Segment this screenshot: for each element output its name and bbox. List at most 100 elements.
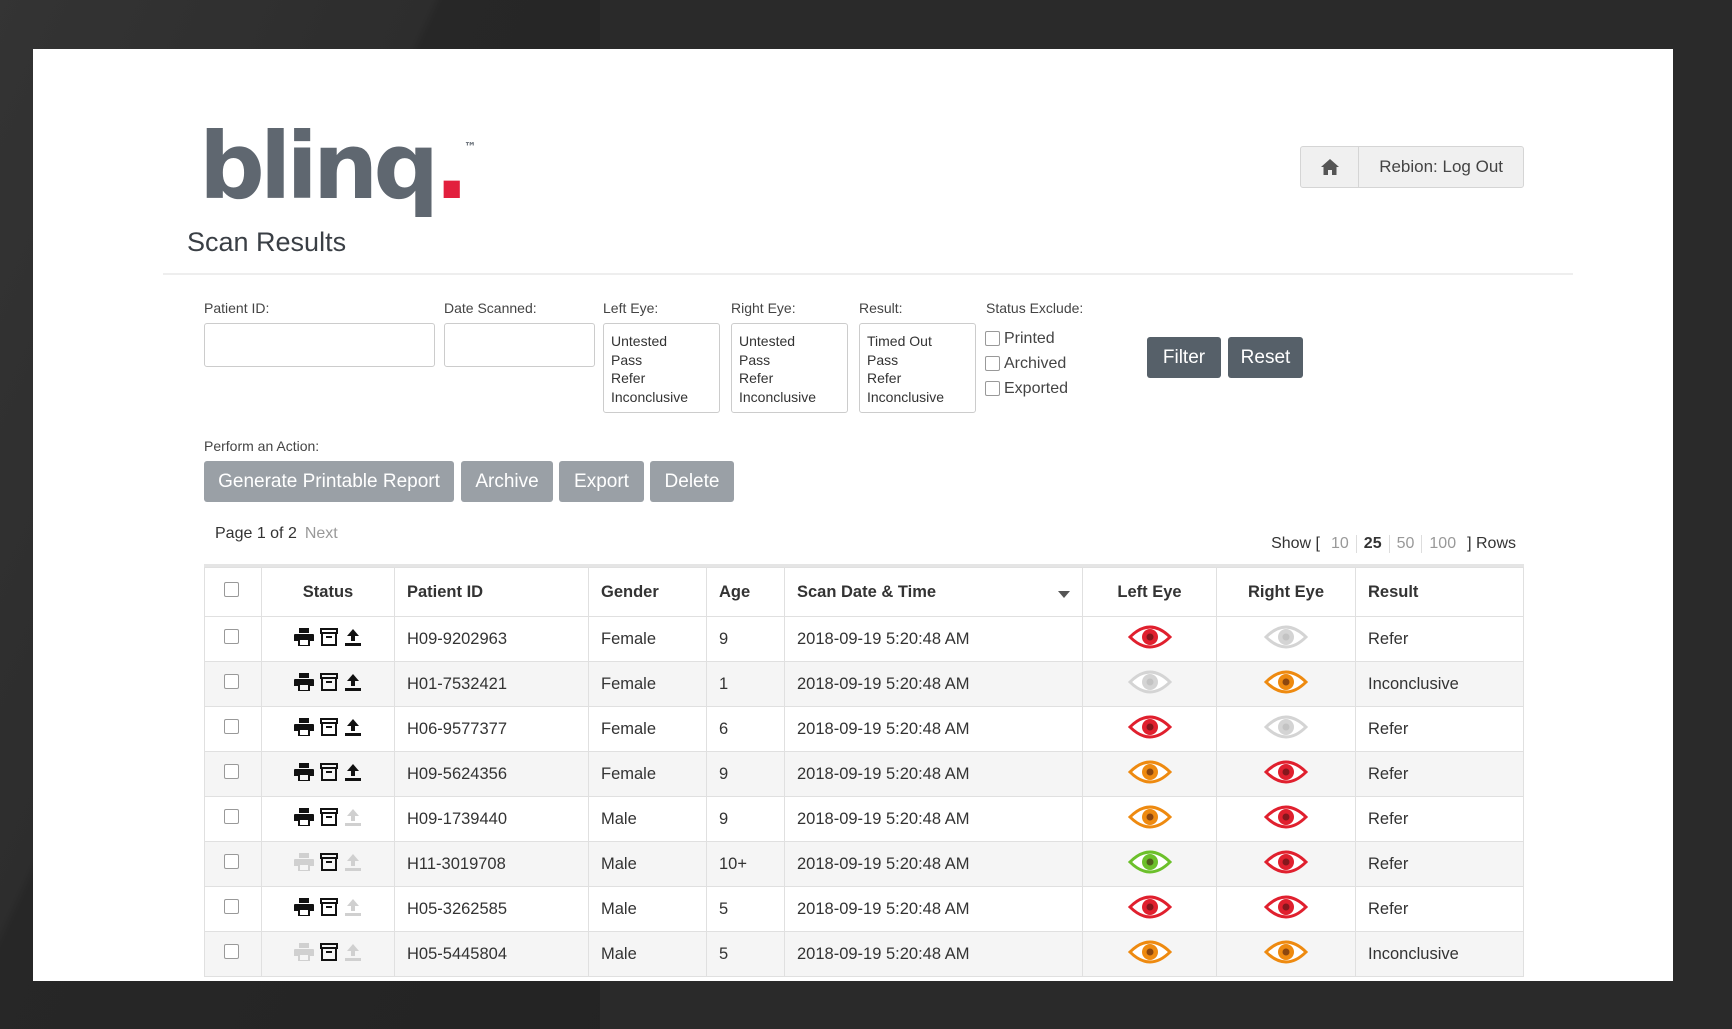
eye-inconclusive-icon — [1264, 670, 1308, 693]
result-option[interactable]: Timed Out — [867, 333, 932, 349]
reset-button[interactable]: Reset — [1228, 337, 1303, 378]
status-exclude-label: Status Exclude: — [986, 300, 1084, 316]
date-scanned-input[interactable] — [444, 323, 595, 367]
row-checkbox[interactable] — [223, 854, 239, 869]
row-checkbox[interactable] — [223, 809, 239, 824]
exclude-printed[interactable]: Printed — [985, 326, 1068, 351]
patient-id-input[interactable] — [204, 323, 435, 367]
table-row[interactable]: H05-5445804 Male 5 2018-09-19 5:20:48 AM… — [204, 931, 1524, 977]
filter-button[interactable]: Filter — [1147, 337, 1221, 378]
exclude-printed-checkbox[interactable] — [985, 331, 1000, 346]
row-checkbox[interactable] — [223, 674, 239, 689]
right-eye-option[interactable]: Refer — [739, 370, 774, 386]
row-select-cell — [204, 751, 262, 797]
left-eye-option[interactable]: Pass — [611, 351, 643, 368]
patient-id-cell[interactable]: H06-9577377 — [394, 706, 589, 752]
left-eye-cell — [1082, 796, 1217, 842]
row-checkbox[interactable] — [223, 899, 239, 914]
status-exclude-group: Printed Archived Exported — [985, 326, 1068, 401]
right-eye-option[interactable]: Pass — [739, 351, 771, 368]
patient-id-cell[interactable]: H11-3019708 — [394, 841, 589, 887]
eye-untested-icon — [1127, 670, 1172, 693]
table-row[interactable]: H11-3019708 Male 10+ 2018-09-19 5:20:48 … — [204, 841, 1524, 887]
left-eye-header[interactable]: Left Eye — [1082, 567, 1217, 617]
result-option[interactable]: Pass — [867, 351, 899, 368]
age-header[interactable]: Age — [706, 567, 785, 617]
rows-option-10[interactable]: 10 — [1324, 535, 1357, 553]
result-option[interactable]: Refer — [867, 370, 902, 386]
patient-id-cell[interactable]: H09-1739440 — [394, 796, 589, 842]
printer-icon — [294, 717, 314, 736]
scan-date-header[interactable]: Scan Date & Time — [784, 567, 1083, 617]
patient-id-cell[interactable]: H01-7532421 — [394, 661, 589, 707]
right-eye-cell — [1216, 886, 1356, 932]
select-all-checkbox[interactable] — [223, 582, 239, 597]
right-eye-option[interactable]: Inconclusive — [739, 388, 817, 405]
row-checkbox[interactable] — [223, 944, 239, 959]
patient-id-cell[interactable]: H09-9202963 — [394, 616, 589, 662]
result-cell: Inconclusive — [1355, 661, 1524, 707]
status-header[interactable]: Status — [261, 567, 395, 617]
age-cell: 1 — [706, 661, 785, 707]
patient-id-header[interactable]: Patient ID — [394, 567, 589, 617]
rows-option-25[interactable]: 25 — [1357, 535, 1390, 553]
age-cell: 6 — [706, 706, 785, 752]
right-eye-option[interactable]: Untested — [739, 333, 796, 349]
archive-icon — [320, 627, 338, 646]
archive-button[interactable]: Archive — [461, 461, 553, 502]
printer-icon — [294, 627, 314, 646]
next-page-link[interactable]: Next — [304, 525, 338, 542]
blinq-logo: blinq.™ — [199, 113, 477, 220]
table-row[interactable]: H09-5624356 Female 9 2018-09-19 5:20:48 … — [204, 751, 1524, 797]
upload-icon — [345, 763, 361, 781]
table-row[interactable]: H05-3262585 Male 5 2018-09-19 5:20:48 AM… — [204, 886, 1524, 932]
right-eye-cell — [1216, 616, 1356, 662]
right-eye-select[interactable]: Untested Pass Refer Inconclusive — [731, 323, 848, 413]
exclude-exported[interactable]: Exported — [985, 376, 1068, 401]
archive-icon — [320, 807, 338, 826]
left-eye-option[interactable]: Untested — [611, 333, 668, 349]
left-eye-select[interactable]: Untested Pass Refer Inconclusive — [603, 323, 720, 413]
exclude-archived[interactable]: Archived — [985, 351, 1068, 376]
age-cell: 9 — [706, 751, 785, 797]
eye-refer-icon — [1127, 895, 1172, 918]
row-checkbox[interactable] — [223, 764, 239, 779]
gender-cell: Male — [588, 886, 707, 932]
upload-icon — [345, 943, 361, 961]
export-button[interactable]: Export — [559, 461, 644, 502]
age-cell: 9 — [706, 796, 785, 842]
patient-id-cell[interactable]: H05-3262585 — [394, 886, 589, 932]
patient-id-cell[interactable]: H05-5445804 — [394, 931, 589, 977]
exclude-archived-checkbox[interactable] — [985, 356, 1000, 371]
gender-cell: Male — [588, 931, 707, 977]
row-checkbox[interactable] — [223, 719, 239, 734]
generate-report-button[interactable]: Generate Printable Report — [204, 461, 454, 502]
table-row[interactable]: H09-1739440 Male 9 2018-09-19 5:20:48 AM… — [204, 796, 1524, 842]
result-cell: Inconclusive — [1355, 931, 1524, 977]
home-button[interactable] — [1301, 147, 1360, 187]
gender-header[interactable]: Gender — [588, 567, 707, 617]
result-select[interactable]: Timed Out Pass Refer Inconclusive — [859, 323, 976, 413]
left-eye-option[interactable]: Inconclusive — [611, 388, 689, 405]
eye-inconclusive-icon — [1127, 805, 1172, 828]
printer-icon — [294, 852, 314, 871]
gender-cell: Female — [588, 661, 707, 707]
patient-id-cell[interactable]: H09-5624356 — [394, 751, 589, 797]
table-row[interactable]: H01-7532421 Female 1 2018-09-19 5:20:48 … — [204, 661, 1524, 707]
eye-refer-icon — [1264, 760, 1308, 783]
table-row[interactable]: H09-9202963 Female 9 2018-09-19 5:20:48 … — [204, 616, 1524, 662]
result-option[interactable]: Inconclusive — [867, 388, 945, 405]
sort-desc-icon[interactable] — [1058, 590, 1070, 598]
row-checkbox[interactable] — [223, 629, 239, 644]
logout-button[interactable]: Rebion: Log Out — [1379, 157, 1503, 176]
rows-option-50[interactable]: 50 — [1390, 535, 1423, 553]
exclude-exported-checkbox[interactable] — [985, 381, 1000, 396]
rows-option-100[interactable]: 100 — [1429, 535, 1457, 552]
table-row[interactable]: H06-9577377 Female 6 2018-09-19 5:20:48 … — [204, 706, 1524, 752]
left-eye-option[interactable]: Refer — [611, 370, 646, 386]
delete-button[interactable]: Delete — [650, 461, 734, 502]
upload-icon — [345, 853, 361, 871]
result-cell: Refer — [1355, 751, 1524, 797]
result-header[interactable]: Result — [1355, 567, 1524, 617]
right-eye-header[interactable]: Right Eye — [1216, 567, 1356, 617]
